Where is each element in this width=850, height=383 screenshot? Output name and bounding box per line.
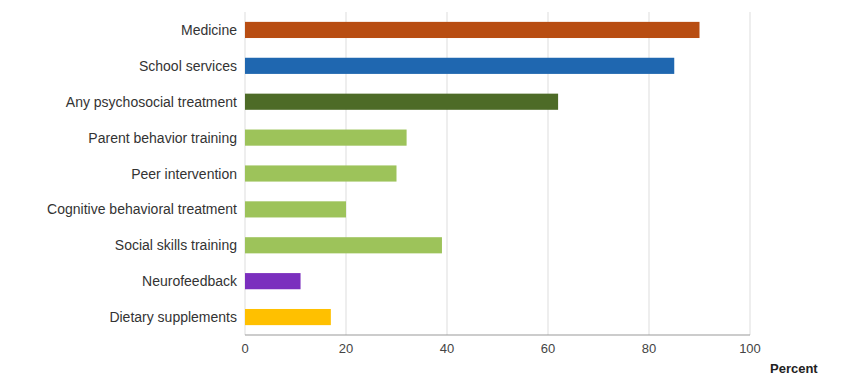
- x-axis-label: Percent: [770, 361, 818, 376]
- category-label: Cognitive behavioral treatment: [47, 201, 237, 217]
- x-tick-label: 60: [541, 341, 555, 356]
- bar: [245, 130, 407, 146]
- grid-line: [750, 12, 751, 335]
- x-tick-label: 40: [440, 341, 454, 356]
- chart-svg: 0 20 40 60 80 100 Dietary supplements Neurofeed…: [0, 0, 850, 383]
- category-label: Peer intervention: [131, 166, 237, 182]
- page: {"chart_data": {"type": "bar", "orientat…: [0, 0, 850, 383]
- bar: [245, 165, 397, 181]
- chart-container: 0 20 40 60 80 100 Dietary supplements Neurofeed…: [0, 0, 850, 383]
- grid: [245, 12, 750, 335]
- category-label: Any psychosocial treatment: [66, 94, 237, 110]
- category-label: Parent behavior training: [88, 130, 237, 146]
- x-tick-label: 100: [739, 341, 761, 356]
- bar: [245, 309, 331, 325]
- x-tick-label: 20: [339, 341, 353, 356]
- bars: [245, 22, 700, 325]
- category-label: Neurofeedback: [142, 273, 238, 289]
- bar: [245, 201, 346, 217]
- bar: [245, 237, 442, 253]
- x-axis-line: [245, 335, 750, 336]
- bar: [245, 58, 674, 74]
- bar: [245, 22, 700, 38]
- bar: [245, 273, 301, 289]
- x-ticks: 0 20 40 60 80 100: [241, 341, 760, 356]
- category-label: Medicine: [181, 22, 237, 38]
- x-tick-label: 0: [241, 341, 248, 356]
- category-label: Social skills training: [115, 237, 237, 253]
- bar: [245, 94, 558, 110]
- y-ticks: Dietary supplements Neurofeedback Social s…: [47, 22, 238, 325]
- x-tick-label: 80: [642, 341, 656, 356]
- background: [0, 0, 850, 383]
- category-label: Dietary supplements: [109, 309, 237, 325]
- category-label: School services: [139, 58, 237, 74]
